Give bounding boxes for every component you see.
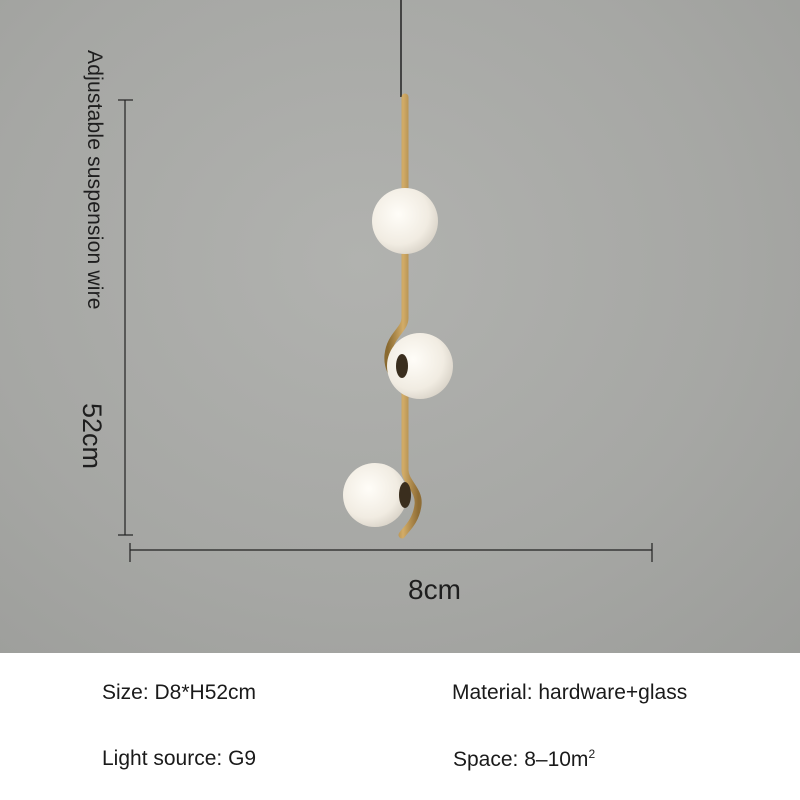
height-dimension-line xyxy=(118,99,133,536)
glass-globe-bottom xyxy=(343,463,407,527)
width-dimension-line xyxy=(129,543,653,562)
height-label: 52cm xyxy=(77,403,107,470)
spec-space-value: Space: 8–10m xyxy=(453,748,589,771)
width-label: 8cm xyxy=(408,574,461,605)
glass-globe-middle xyxy=(387,333,453,399)
wire-label: Adjustable suspension wire xyxy=(83,50,106,310)
spec-space: Space: 8–10m2 xyxy=(453,747,595,772)
product-photo: Adjustable suspension wire 52cm 8cm xyxy=(0,0,800,653)
spec-space-superscript: 2 xyxy=(588,747,596,761)
spec-size: Size: D8*H52cm xyxy=(102,681,257,704)
pendant-lamp-illustration xyxy=(118,0,653,562)
spec-material: Material: hardware+glass xyxy=(452,681,688,704)
spec-light-source: Light source: G9 xyxy=(102,747,257,770)
glass-globe-top xyxy=(372,188,438,254)
